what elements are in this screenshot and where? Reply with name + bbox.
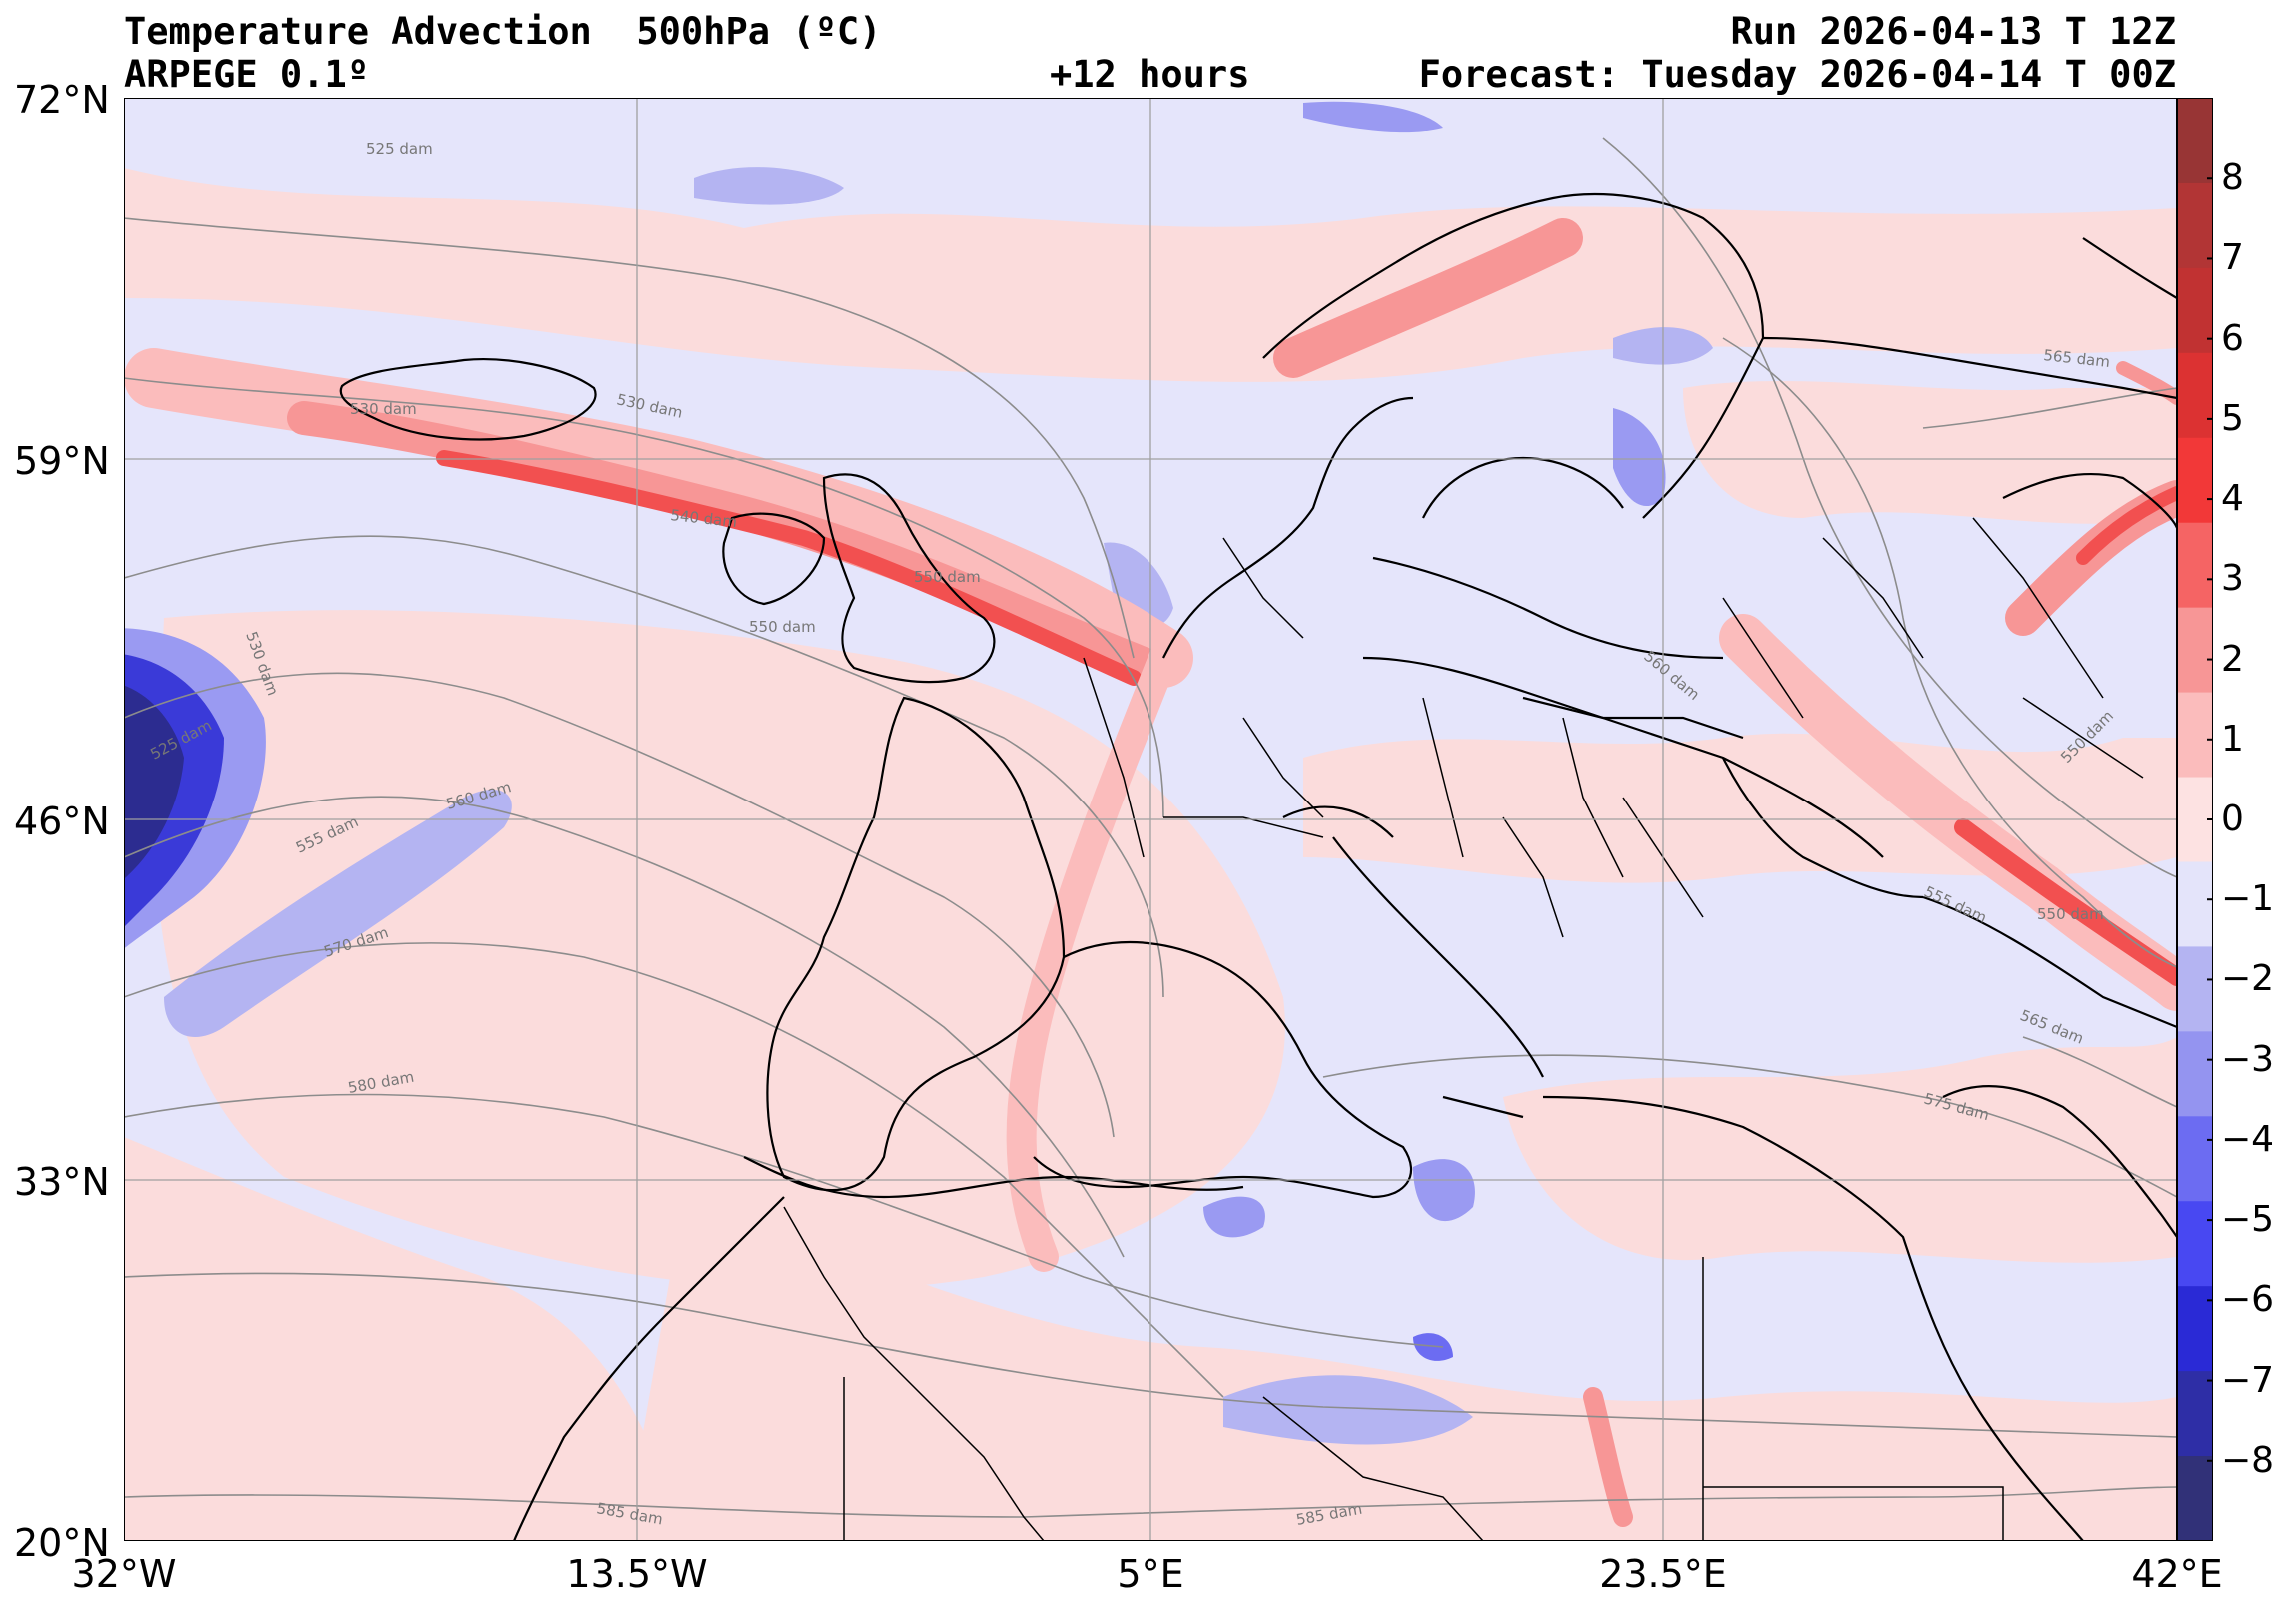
colorbar-tick-label: 1: [2221, 718, 2244, 760]
colorbar-swatch: [2177, 1201, 2213, 1287]
colorbar-tick-label: 0: [2221, 799, 2244, 839]
colorbar-swatch: [2177, 437, 2213, 524]
colorbar-swatch: [2177, 98, 2213, 184]
colorbar-tick-label: −8: [2221, 1439, 2275, 1481]
colorbar-tick-label: 2: [2221, 638, 2244, 680]
forecast-time: Forecast: Tuesday 2026-04-14 T 00Z: [1418, 53, 2176, 96]
lon-label-13-5w: 13.5°W: [566, 1552, 708, 1596]
lon-label-42e: 42°E: [2131, 1552, 2223, 1596]
jet-warm-advection-bands: [124, 218, 2177, 1527]
colorbar-tick-label: −4: [2221, 1118, 2275, 1160]
geopotential-contours: [124, 137, 2177, 1518]
gridlines: [124, 98, 2177, 1541]
colorbar-swatch: [2177, 352, 2213, 439]
country-borders: [783, 517, 2144, 1541]
colorbar: [2177, 98, 2213, 1541]
colorbar-swatch: [2177, 182, 2213, 269]
lon-label-5e: 5°E: [1117, 1552, 1184, 1596]
colorbar-tick-label: −1: [2221, 878, 2275, 920]
colorbar-swatch: [2177, 861, 2213, 947]
colorbar-tick-label: 6: [2221, 317, 2244, 359]
contour-label: 525 dam: [366, 140, 433, 158]
colorbar-swatch: [2177, 946, 2213, 1032]
colorbar-tick-label: 8: [2221, 157, 2244, 199]
colorbar-swatch: [2177, 1031, 2213, 1117]
colorbar-swatch: [2177, 607, 2213, 694]
contour-label: 550 dam: [749, 618, 816, 636]
colorbar-swatch: [2177, 1371, 2213, 1457]
colorbar-tick-label: 4: [2221, 478, 2244, 520]
lead-time: +12 hours: [1050, 53, 1250, 96]
colorbar-swatch: [2177, 1456, 2213, 1541]
lat-label-20n: 20°N: [14, 1521, 110, 1565]
advection-map: 525 dam 530 dam 530 dam 540 dam 550 dam …: [124, 98, 2177, 1541]
coastlines-and-borders: [339, 193, 2177, 1541]
colorbar-tick-label: 7: [2221, 237, 2244, 279]
lat-label-59n: 59°N: [14, 439, 110, 483]
colorbar-tick-label: −6: [2221, 1279, 2275, 1321]
contour-label: 550 dam: [914, 568, 981, 586]
colorbar-tick-label: −7: [2221, 1359, 2275, 1401]
colorbar-swatch: [2177, 1286, 2213, 1372]
lat-label-33n: 33°N: [14, 1160, 110, 1204]
colorbar-tick-label: −3: [2221, 1038, 2275, 1080]
contour-label: 530 dam: [350, 400, 417, 418]
colorbar-tick-label: 5: [2221, 397, 2244, 439]
lat-label-72n: 72°N: [14, 78, 110, 122]
colorbar-tick-label: 3: [2221, 558, 2244, 600]
lat-label-46n: 46°N: [14, 800, 110, 843]
colorbar-swatch: [2177, 522, 2213, 609]
colorbar-swatch: [2177, 1116, 2213, 1202]
contour-label: 550 dam: [2037, 905, 2104, 923]
colorbar-tick-label: −2: [2221, 958, 2275, 1000]
colorbar-tick-label: −5: [2221, 1199, 2275, 1241]
run-time: Run 2026-04-13 T 12Z: [1730, 10, 2176, 53]
colorbar-swatch: [2177, 267, 2213, 354]
chart-title: Temperature Advection 500hPa (ºC): [124, 10, 882, 53]
lon-label-32w: 32°W: [71, 1552, 177, 1596]
model-name: ARPEGE 0.1º: [124, 53, 370, 96]
lon-label-23-5e: 23.5°E: [1599, 1552, 1727, 1596]
colorbar-swatch: [2177, 692, 2213, 779]
